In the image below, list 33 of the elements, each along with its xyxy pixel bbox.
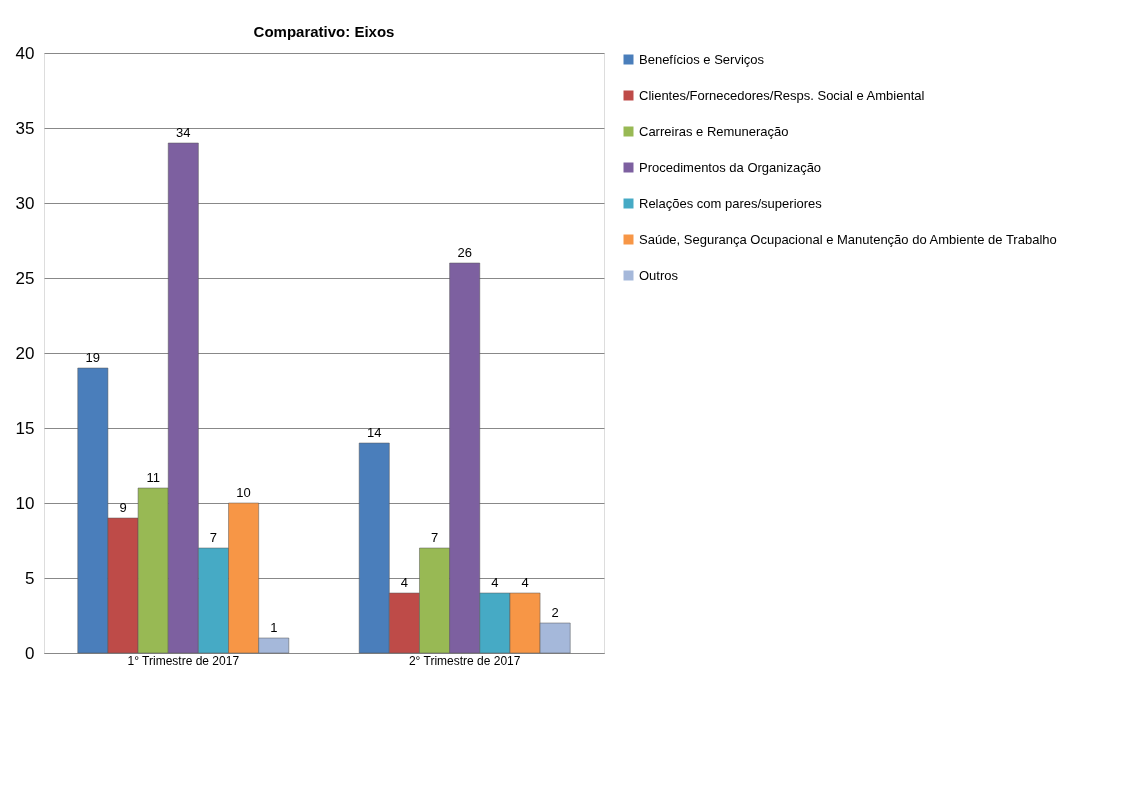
y-tick-label: 40 bbox=[15, 43, 35, 63]
chart-title: Comparativo: Eixos bbox=[253, 23, 395, 40]
y-tick-label: 35 bbox=[15, 118, 35, 138]
y-tick-label: 5 bbox=[25, 568, 35, 588]
y-tick-label: 0 bbox=[25, 643, 35, 663]
x-tick-label: 1° Trimestre de 2017 bbox=[127, 653, 240, 668]
data-label: 1 bbox=[270, 620, 278, 635]
legend-label: Carreiras e Remuneração bbox=[639, 123, 789, 139]
data-label: 10 bbox=[236, 485, 251, 500]
data-label: 11 bbox=[146, 470, 160, 485]
x-tick-label: 2° Trimestre de 2017 bbox=[408, 653, 521, 668]
y-tick-label: 25 bbox=[15, 268, 35, 288]
data-label: 4 bbox=[521, 575, 529, 590]
data-label: 26 bbox=[457, 245, 472, 260]
legend-label: Clientes/Fornecedores/Resps. Social e Ambiental bbox=[639, 87, 925, 103]
y-tick-label: 10 bbox=[15, 493, 35, 513]
legend-label: Outros bbox=[639, 267, 679, 283]
legend-label: Saúde, Segurança Ocupacional e Manutenção do Ambiente de Trabalho bbox=[639, 231, 1057, 247]
legend-label: Procedimentos da Organização bbox=[639, 159, 822, 175]
data-label: 2 bbox=[551, 605, 559, 620]
data-label: 7 bbox=[430, 530, 439, 545]
data-label: 4 bbox=[400, 575, 409, 590]
y-tick-label: 15 bbox=[15, 418, 35, 438]
data-label: 19 bbox=[85, 350, 101, 365]
y-tick-label: 30 bbox=[15, 193, 35, 213]
data-label: 4 bbox=[491, 575, 499, 590]
data-label: 34 bbox=[176, 125, 191, 140]
data-label: 7 bbox=[209, 530, 218, 545]
data-label: 14 bbox=[367, 425, 382, 440]
data-label: 9 bbox=[119, 500, 127, 515]
y-tick-label: 20 bbox=[15, 343, 35, 363]
legend-label: Benefícios e Serviços bbox=[639, 51, 765, 67]
legend-label: Relações com pares/superiores bbox=[639, 195, 823, 211]
